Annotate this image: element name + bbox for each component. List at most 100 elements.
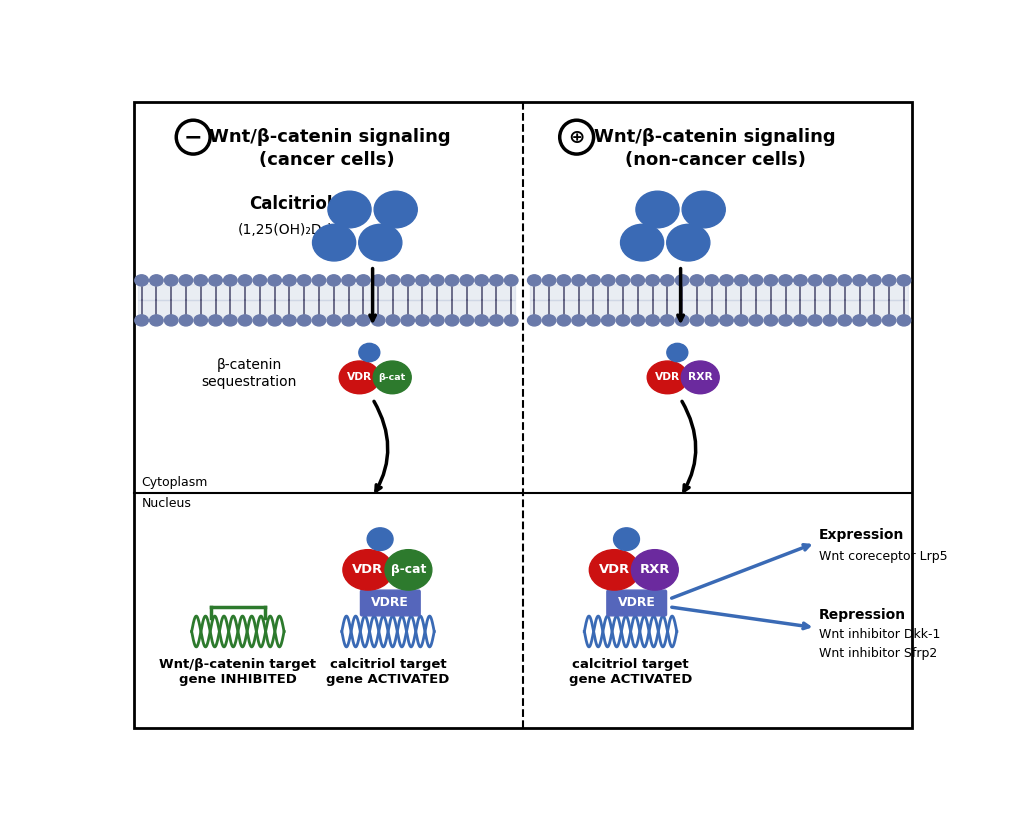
Ellipse shape (238, 315, 252, 326)
Text: Wnt/β-catenin signaling: Wnt/β-catenin signaling (209, 128, 450, 146)
Ellipse shape (666, 344, 687, 362)
Ellipse shape (601, 315, 614, 326)
Ellipse shape (763, 275, 776, 286)
Ellipse shape (838, 275, 851, 286)
Ellipse shape (179, 275, 193, 286)
Ellipse shape (282, 315, 296, 326)
Ellipse shape (556, 315, 570, 326)
Ellipse shape (704, 275, 717, 286)
Ellipse shape (357, 275, 370, 286)
Ellipse shape (374, 192, 417, 228)
Text: β-cat: β-cat (378, 373, 406, 382)
Ellipse shape (620, 224, 663, 261)
Ellipse shape (475, 275, 488, 286)
Ellipse shape (867, 275, 880, 286)
Ellipse shape (327, 315, 340, 326)
Ellipse shape (386, 275, 399, 286)
Ellipse shape (371, 315, 384, 326)
Ellipse shape (475, 315, 488, 326)
Ellipse shape (822, 275, 836, 286)
Text: Wnt inhibitor Sfrp2: Wnt inhibitor Sfrp2 (818, 647, 936, 659)
Text: VDRE: VDRE (371, 597, 409, 609)
Ellipse shape (631, 550, 678, 590)
Ellipse shape (341, 315, 355, 326)
Ellipse shape (615, 315, 629, 326)
Ellipse shape (194, 315, 207, 326)
Text: Repression: Repression (818, 607, 906, 621)
Ellipse shape (342, 550, 392, 590)
Ellipse shape (749, 315, 762, 326)
Text: Nucleus: Nucleus (142, 496, 192, 510)
Text: VDR: VDR (346, 372, 372, 382)
Ellipse shape (445, 315, 459, 326)
Text: VDR: VDR (353, 563, 383, 576)
Ellipse shape (341, 275, 355, 286)
Ellipse shape (253, 275, 266, 286)
Ellipse shape (897, 315, 910, 326)
Ellipse shape (460, 315, 473, 326)
Ellipse shape (734, 275, 747, 286)
Ellipse shape (897, 275, 910, 286)
Ellipse shape (135, 315, 148, 326)
Ellipse shape (373, 361, 411, 394)
Ellipse shape (793, 275, 806, 286)
Ellipse shape (660, 315, 674, 326)
FancyBboxPatch shape (606, 590, 665, 616)
Text: Cytoplasm: Cytoplasm (142, 476, 208, 489)
Ellipse shape (223, 275, 236, 286)
Ellipse shape (589, 550, 639, 590)
Ellipse shape (675, 315, 688, 326)
Ellipse shape (223, 315, 236, 326)
Ellipse shape (601, 275, 614, 286)
Ellipse shape (542, 315, 555, 326)
Ellipse shape (135, 275, 148, 286)
Ellipse shape (489, 275, 502, 286)
Ellipse shape (645, 275, 658, 286)
Ellipse shape (793, 315, 806, 326)
Ellipse shape (164, 315, 177, 326)
Ellipse shape (179, 315, 193, 326)
Ellipse shape (150, 315, 163, 326)
Text: VDRE: VDRE (618, 597, 655, 609)
Ellipse shape (268, 275, 281, 286)
Ellipse shape (312, 275, 325, 286)
Text: VDR: VDR (654, 372, 680, 382)
Circle shape (176, 120, 210, 154)
Ellipse shape (690, 315, 703, 326)
Ellipse shape (613, 528, 639, 551)
Ellipse shape (572, 275, 585, 286)
Ellipse shape (822, 315, 836, 326)
Ellipse shape (681, 361, 718, 394)
FancyBboxPatch shape (133, 103, 911, 727)
Text: (cancer cells): (cancer cells) (259, 151, 393, 169)
Ellipse shape (209, 275, 222, 286)
Ellipse shape (367, 528, 392, 551)
Ellipse shape (572, 315, 585, 326)
Ellipse shape (808, 315, 821, 326)
Ellipse shape (298, 275, 311, 286)
Ellipse shape (527, 315, 540, 326)
Ellipse shape (852, 275, 865, 286)
Ellipse shape (430, 315, 443, 326)
Ellipse shape (808, 275, 821, 286)
Ellipse shape (682, 192, 725, 228)
Text: (1,25(OH)₂D₃): (1,25(OH)₂D₃) (237, 223, 333, 237)
Text: calcitriol target
gene ACTIVATED: calcitriol target gene ACTIVATED (569, 658, 692, 686)
Ellipse shape (635, 192, 679, 228)
Ellipse shape (645, 315, 658, 326)
Text: calcitriol target
gene ACTIVATED: calcitriol target gene ACTIVATED (326, 658, 449, 686)
Text: β-catenin
sequestration: β-catenin sequestration (202, 358, 297, 389)
Circle shape (559, 120, 593, 154)
Ellipse shape (194, 275, 207, 286)
Text: Wnt coreceptor Lrp5: Wnt coreceptor Lrp5 (818, 550, 947, 562)
Ellipse shape (386, 315, 399, 326)
Text: −: − (183, 127, 203, 147)
Ellipse shape (881, 275, 895, 286)
Ellipse shape (312, 224, 356, 261)
Ellipse shape (430, 275, 443, 286)
Ellipse shape (586, 275, 599, 286)
Ellipse shape (779, 275, 792, 286)
Ellipse shape (359, 224, 401, 261)
Ellipse shape (238, 275, 252, 286)
Ellipse shape (268, 315, 281, 326)
